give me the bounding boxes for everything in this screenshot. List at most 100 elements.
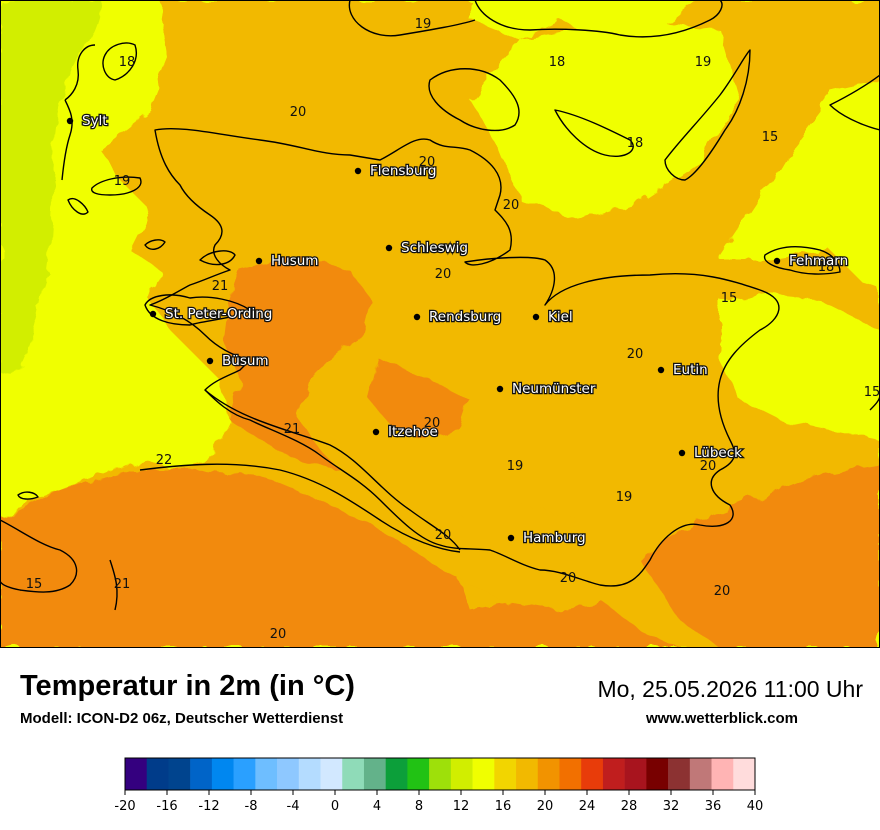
iso-label: 15 bbox=[721, 291, 738, 306]
model-subtitle: Modell: ICON-D2 06z, Deutscher Wetterdie… bbox=[20, 710, 344, 727]
iso-label: 20 bbox=[419, 155, 436, 170]
iso-label: 21 bbox=[114, 577, 131, 592]
temp-zone-16-18-west bbox=[0, 375, 170, 510]
legend-tick-label: 4 bbox=[373, 799, 381, 814]
legend-swatch bbox=[125, 758, 148, 790]
legend-swatch bbox=[494, 758, 517, 790]
temp-zone-18-20-south bbox=[440, 505, 620, 610]
city-label: Sylt bbox=[82, 113, 108, 129]
coastline-pellworm bbox=[199, 250, 236, 266]
coastline-eiderstedt bbox=[144, 294, 251, 326]
iso-label: 18 bbox=[818, 260, 835, 275]
city-label: Rendsburg bbox=[429, 309, 501, 325]
legend-swatch bbox=[472, 758, 495, 790]
coastline-lolland bbox=[554, 109, 634, 157]
legend-swatch bbox=[733, 758, 756, 790]
legend-swatch bbox=[298, 758, 321, 790]
page-title: Temperatur in 2m (in °C) bbox=[20, 670, 355, 702]
city-label: Schleswig bbox=[401, 240, 468, 256]
city-label: Lübeck bbox=[694, 445, 742, 461]
city-kiel: Kiel bbox=[532, 308, 574, 326]
temp-zone-20-22-central bbox=[225, 255, 370, 470]
iso-label: 20 bbox=[714, 584, 731, 599]
coastline-falster bbox=[664, 49, 751, 181]
legend-swatch bbox=[277, 758, 300, 790]
iso-label: 18 bbox=[119, 55, 136, 70]
coastline-sylt-outline bbox=[64, 44, 96, 101]
city-sylt: Sylt bbox=[66, 112, 109, 130]
coastline-nordstrand bbox=[144, 239, 166, 250]
legend-swatch bbox=[689, 758, 712, 790]
temp-zone-20-22-mid bbox=[370, 360, 470, 440]
iso-label: 21 bbox=[284, 422, 301, 437]
iso-label: 15 bbox=[762, 130, 779, 145]
legend-tick-label: 16 bbox=[495, 799, 512, 814]
legend-swatch bbox=[363, 758, 386, 790]
temp-zone-20-22-south bbox=[0, 470, 680, 648]
legend-tick-label: 28 bbox=[621, 799, 638, 814]
iso-label: 20 bbox=[424, 416, 441, 431]
iso-label: 19 bbox=[616, 490, 633, 505]
iso-label: 19 bbox=[695, 55, 712, 70]
legend-swatch bbox=[646, 758, 669, 790]
iso-label: 18 bbox=[549, 55, 566, 70]
legend-tick-label: 40 bbox=[747, 799, 764, 814]
legend-tick-label: -12 bbox=[198, 799, 219, 814]
coastline-als bbox=[428, 68, 520, 132]
coastline-denmark-east bbox=[474, 0, 723, 38]
temp-zone-16-18-east bbox=[720, 295, 880, 440]
temp-zone-20-22-east bbox=[640, 465, 880, 648]
iso-label: 20 bbox=[270, 627, 287, 642]
legend-swatch bbox=[407, 758, 430, 790]
legend-tick-label: 32 bbox=[663, 799, 680, 814]
legend-swatch bbox=[190, 758, 213, 790]
legend-swatch bbox=[537, 758, 560, 790]
legend-swatch bbox=[450, 758, 473, 790]
legend-tick-label: -8 bbox=[245, 799, 258, 814]
iso-label: 20 bbox=[503, 198, 520, 213]
city-label: Neumünster bbox=[512, 381, 596, 397]
iso-label: 22 bbox=[156, 453, 173, 468]
iso-label: 20 bbox=[435, 267, 452, 282]
coastline-islet-2 bbox=[17, 491, 39, 500]
legend-swatch bbox=[711, 758, 734, 790]
iso-label: 19 bbox=[507, 459, 524, 474]
color-legend: -20 -16 -12 -8 -4 0 4 8 12 16 20 24 28 32 36 40 bbox=[114, 757, 763, 814]
city-label: Büsum bbox=[222, 353, 269, 369]
legend-swatch bbox=[581, 758, 604, 790]
city-label: Husum bbox=[271, 253, 318, 269]
color-legend-ticks: -20 -16 -12 -8 -4 0 4 8 12 16 20 24 28 32 36 40 bbox=[114, 790, 763, 814]
iso-label: 20 bbox=[627, 347, 644, 362]
temperature-labels: 19 18 18 19 20 18 15 19 20 20 20 18 21 1… bbox=[26, 17, 880, 642]
city-st-peter-ording: St. Peter-Ording bbox=[149, 305, 274, 323]
iso-label: 20 bbox=[290, 105, 307, 120]
city-label: Fehmarn bbox=[789, 253, 848, 269]
iso-label: 20 bbox=[560, 571, 577, 586]
legend-swatch bbox=[211, 758, 234, 790]
city-flensburg: Flensburg bbox=[354, 162, 438, 180]
coastline-amrum bbox=[91, 176, 142, 196]
city-buesum: Büsum bbox=[206, 352, 270, 370]
city-label: Eutin bbox=[673, 362, 708, 378]
city-rendsburg: Rendsburg bbox=[413, 308, 503, 326]
city-label: Itzehoe bbox=[388, 424, 438, 440]
temp-zone-sea-west bbox=[0, 0, 100, 375]
website-link[interactable]: www.wetterblick.com bbox=[646, 710, 798, 727]
city-markers: Sylt Flensburg Schleswig Husum St. Peter… bbox=[66, 112, 849, 547]
city-fehmarn: Fehmarn bbox=[773, 252, 849, 270]
city-label: Hamburg bbox=[523, 530, 586, 546]
city-schleswig: Schleswig bbox=[385, 239, 469, 257]
legend-swatch bbox=[516, 758, 539, 790]
city-itzehoe: Itzehoe bbox=[372, 423, 439, 441]
city-label: Kiel bbox=[548, 309, 573, 325]
legend-swatch bbox=[602, 758, 625, 790]
legend-tick-label: -4 bbox=[287, 799, 300, 814]
temperature-map: 19 18 18 19 20 18 15 19 20 20 20 18 21 1… bbox=[0, 0, 880, 648]
iso-label: 21 bbox=[212, 279, 229, 294]
city-luebeck: Lübeck bbox=[678, 444, 743, 462]
legend-swatch bbox=[255, 758, 278, 790]
city-neumuenster: Neumünster bbox=[496, 380, 597, 398]
legend-tick-label: -16 bbox=[156, 799, 177, 814]
city-hamburg: Hamburg bbox=[507, 529, 587, 547]
coastline-westcoast-south bbox=[109, 559, 118, 611]
